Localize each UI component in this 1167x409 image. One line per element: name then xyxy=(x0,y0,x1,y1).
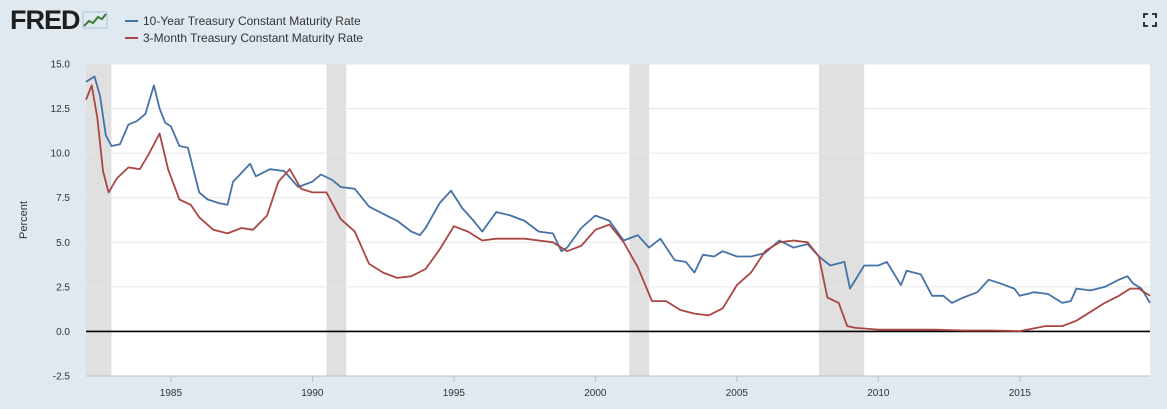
recession-band-2 xyxy=(629,64,650,376)
recession-band-3 xyxy=(818,64,865,376)
y-tick-label: 15.0 xyxy=(51,60,71,71)
series-line-10y xyxy=(85,75,1151,304)
recession-band-1 xyxy=(326,64,347,376)
recession-band-0 xyxy=(86,64,112,376)
fred-logo[interactable]: FRED xyxy=(10,7,108,34)
legend-label-3m: 3-Month Treasury Constant Maturity Rate xyxy=(143,30,364,45)
y-tick-label: 12.5 xyxy=(51,104,71,115)
legend-item-3m[interactable]: 3-Month Treasury Constant Maturity Rate xyxy=(125,29,363,46)
plot-area xyxy=(86,64,1150,376)
x-tick-label: 2010 xyxy=(867,388,890,399)
fullscreen-icon[interactable] xyxy=(1143,13,1157,27)
x-tick-label: 1985 xyxy=(160,388,183,399)
y-tick-label: 5.0 xyxy=(56,238,70,249)
legend-swatch-3m xyxy=(125,36,138,39)
logo-text: FRED xyxy=(10,5,80,35)
legend-label-10y: 10-Year Treasury Constant Maturity Rate xyxy=(143,13,361,28)
y-tick-label: 7.5 xyxy=(56,193,70,204)
trend-graph-icon xyxy=(82,11,107,28)
legend-item-10y[interactable]: 10-Year Treasury Constant Maturity Rate xyxy=(125,12,363,29)
chart-legend: 10-Year Treasury Constant Maturity Rate … xyxy=(125,12,363,46)
x-tick-label: 1995 xyxy=(443,388,466,399)
y-tick-label: 10.0 xyxy=(51,149,71,160)
x-tick-label: 2005 xyxy=(726,388,749,399)
chart-header: FRED 10-Year Treasury Constant Maturity … xyxy=(0,0,1167,55)
y-axis-title: Percent xyxy=(18,201,30,239)
y-tick-label: 0.0 xyxy=(56,327,70,338)
series-line-3m xyxy=(85,84,1151,333)
y-tick-label: -2.5 xyxy=(53,372,71,383)
y-tick-label: 2.5 xyxy=(56,282,70,293)
x-tick-label: 1990 xyxy=(301,388,324,399)
x-tick-label: 2000 xyxy=(584,388,607,399)
legend-swatch-10y xyxy=(125,19,138,22)
x-tick-label: 2015 xyxy=(1009,388,1032,399)
